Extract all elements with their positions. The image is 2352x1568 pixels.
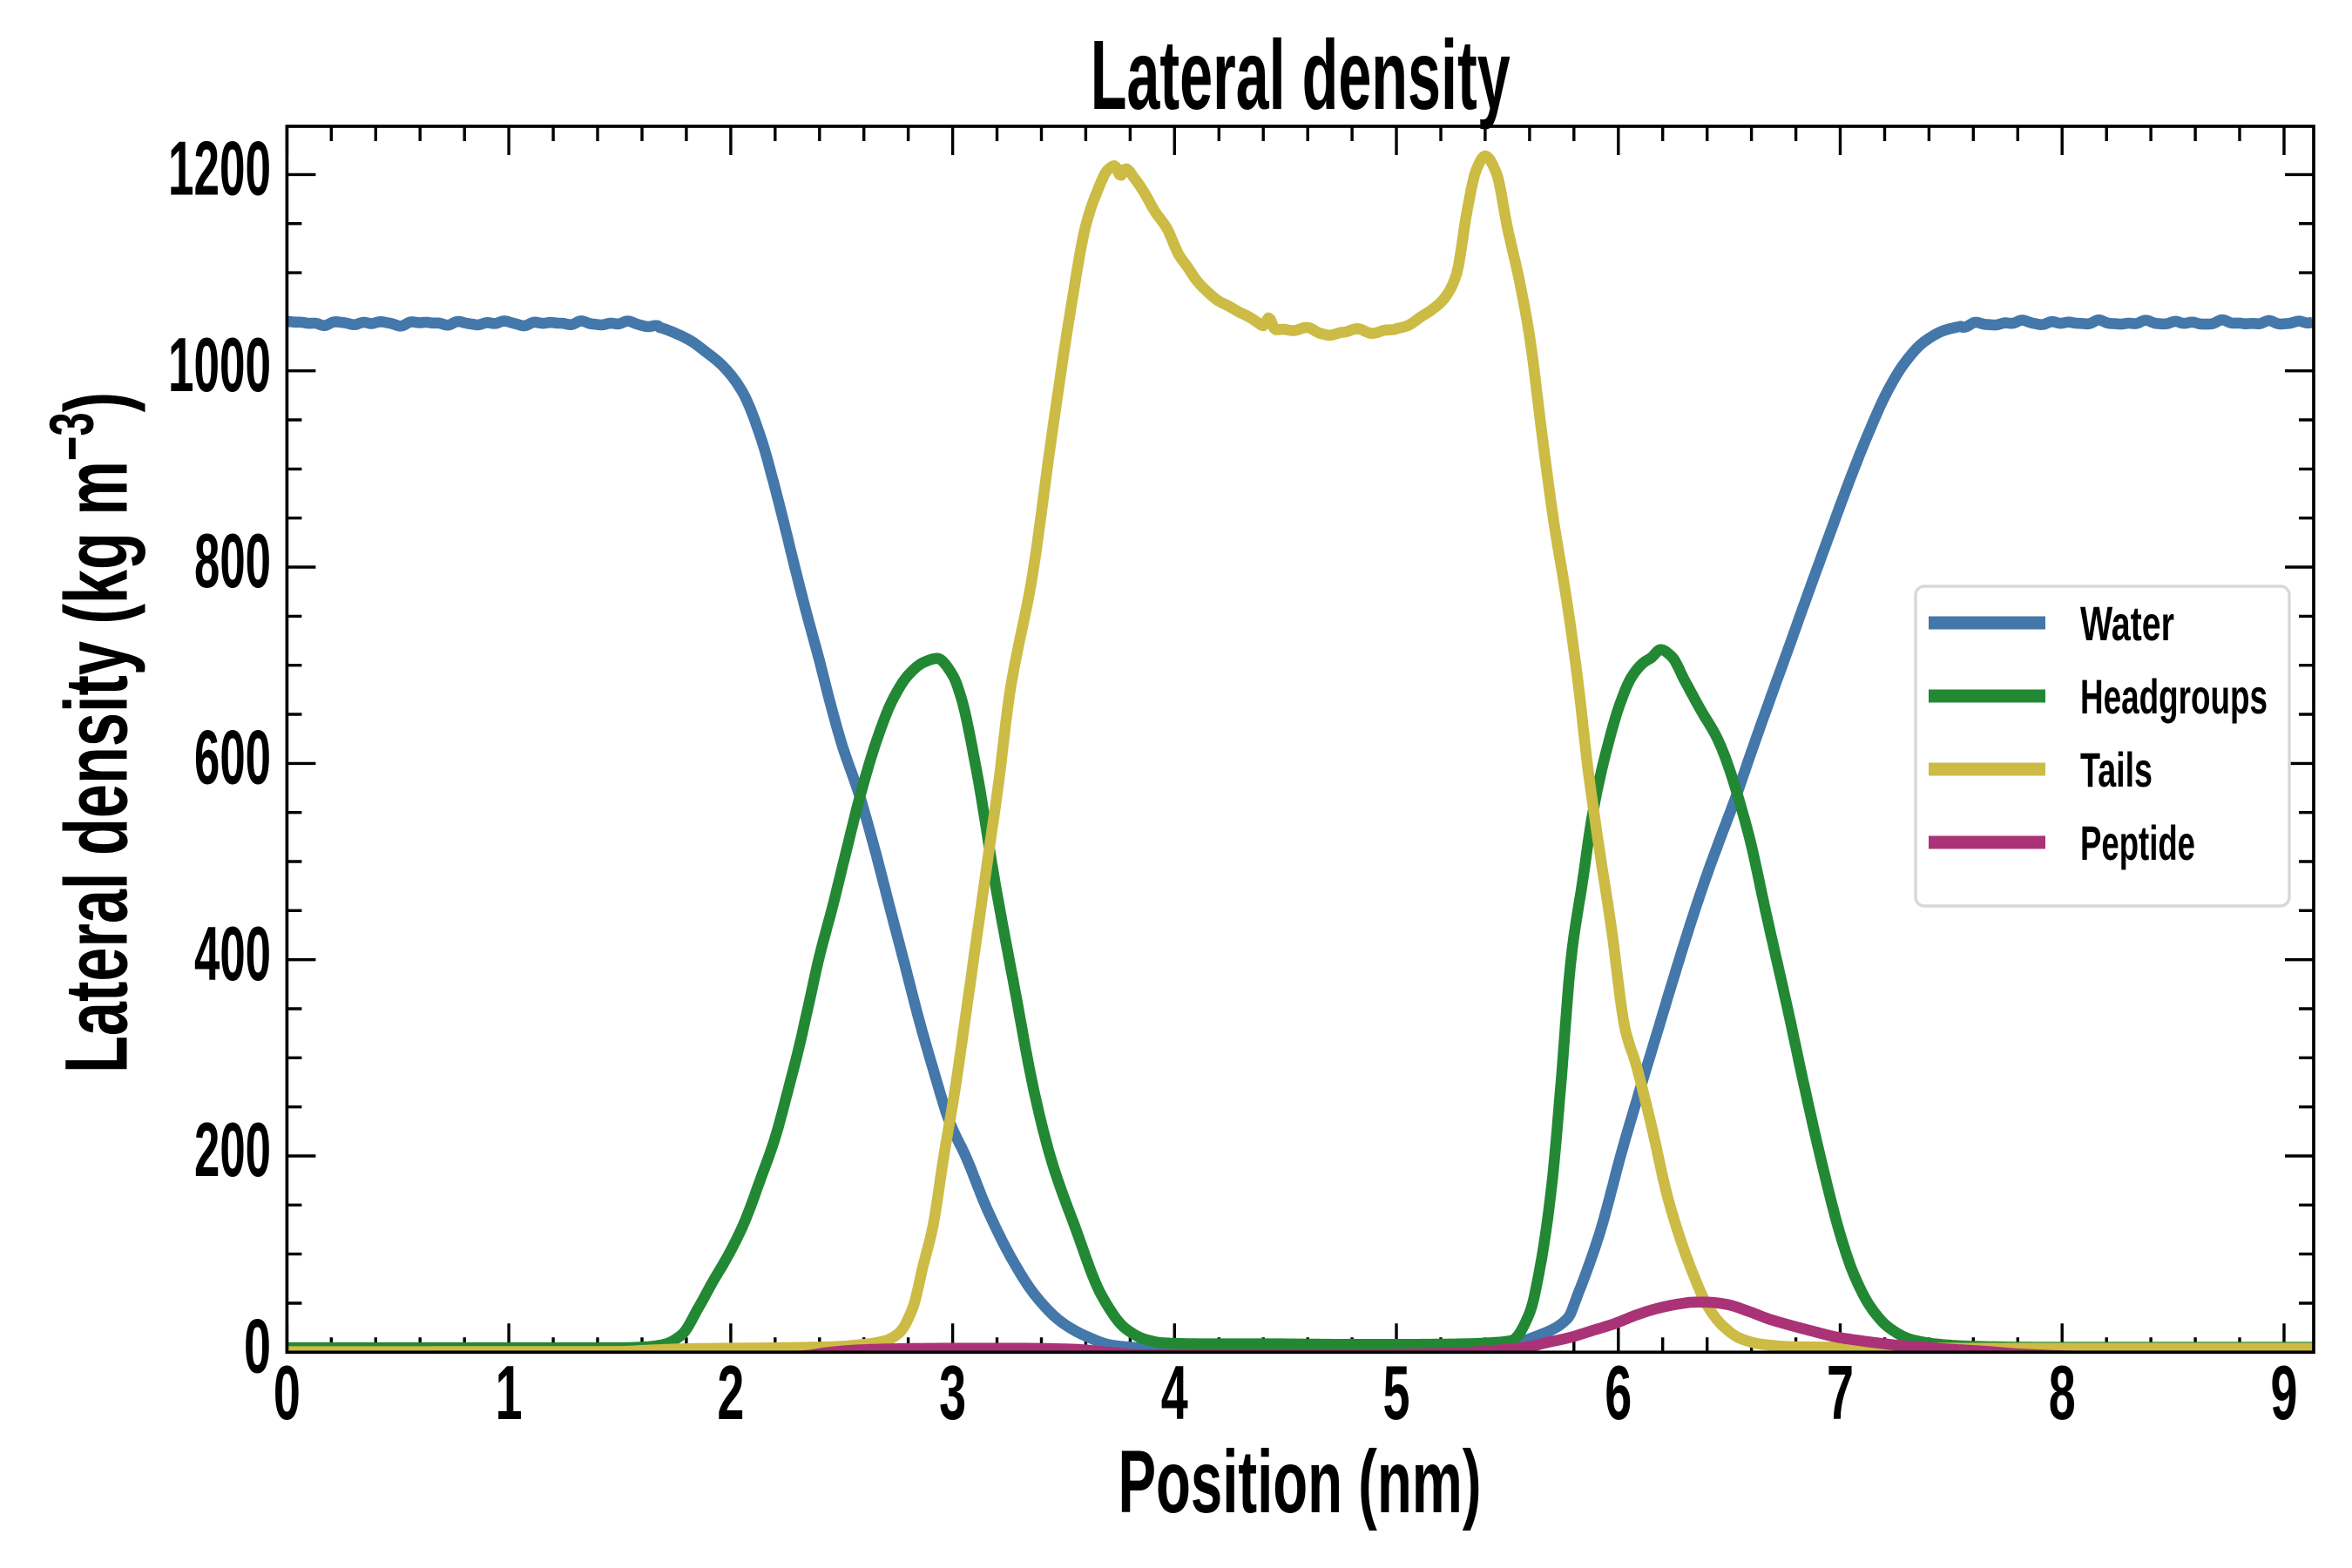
svg-text:4: 4 xyxy=(1161,1349,1188,1436)
svg-text:800: 800 xyxy=(194,517,271,604)
svg-text:8: 8 xyxy=(2049,1349,2076,1436)
svg-text:Tails: Tails xyxy=(2080,742,2153,797)
svg-text:200: 200 xyxy=(194,1106,271,1193)
svg-text:Lateral density (kg m−3): Lateral density (kg m−3) xyxy=(37,392,145,1073)
svg-text:0: 0 xyxy=(244,1303,271,1389)
svg-text:1: 1 xyxy=(496,1349,523,1436)
svg-text:3: 3 xyxy=(939,1349,966,1436)
svg-text:Headgroups: Headgroups xyxy=(2080,669,2268,724)
svg-text:1000: 1000 xyxy=(168,321,271,408)
svg-text:Position (nm): Position (nm) xyxy=(1119,1432,1482,1531)
svg-text:5: 5 xyxy=(1383,1349,1410,1436)
svg-text:2: 2 xyxy=(717,1349,744,1436)
svg-text:600: 600 xyxy=(194,714,271,801)
svg-text:Peptide: Peptide xyxy=(2080,815,2195,870)
svg-text:1200: 1200 xyxy=(168,125,271,212)
svg-text:9: 9 xyxy=(2271,1349,2298,1436)
svg-text:Water: Water xyxy=(2080,596,2174,651)
svg-text:6: 6 xyxy=(1605,1349,1632,1436)
svg-text:0: 0 xyxy=(274,1349,301,1436)
svg-text:400: 400 xyxy=(194,910,271,997)
svg-text:7: 7 xyxy=(1827,1349,1854,1436)
svg-text:Lateral density: Lateral density xyxy=(1091,20,1511,130)
